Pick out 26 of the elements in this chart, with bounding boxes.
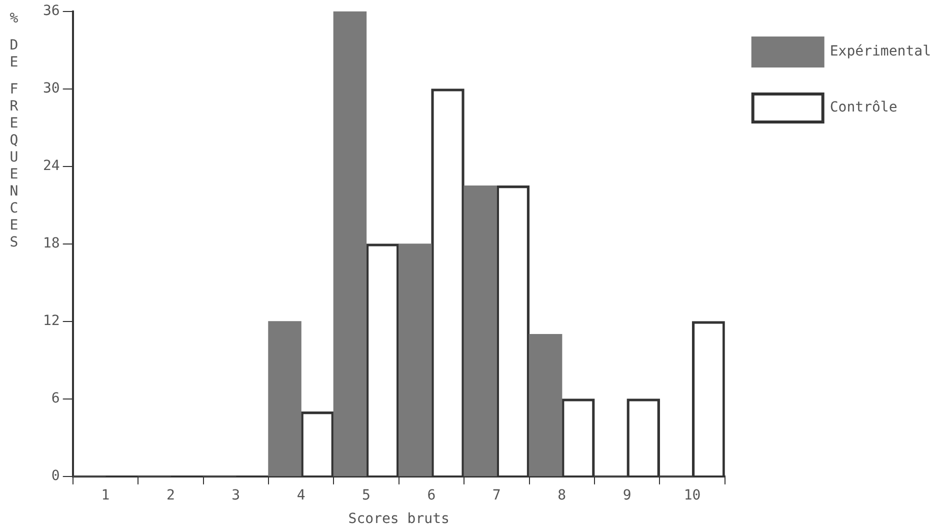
- x-tick-label: 9: [622, 487, 632, 504]
- x-tick-label: 10: [684, 487, 701, 504]
- x-tick-label: 4: [296, 487, 306, 504]
- x-axis-title: Scores bruts: [348, 511, 450, 528]
- y-tick-label: 30: [43, 80, 60, 97]
- x-tick-label: 7: [492, 487, 501, 504]
- x-tick-label: 8: [558, 487, 566, 504]
- bar: [464, 185, 497, 476]
- bar: [268, 321, 302, 476]
- y-tick-label: 0: [51, 468, 60, 484]
- y-tick-label: 24: [43, 158, 60, 174]
- legend-label: Expérimental: [830, 44, 932, 60]
- y-tick-label: 12: [43, 313, 60, 330]
- y-tick-label: 36: [43, 3, 60, 20]
- y-tick-label: 18: [43, 236, 60, 252]
- x-tick-label: 1: [101, 487, 110, 504]
- y-tick-label: 6: [51, 390, 60, 407]
- text: % DE FREQUENCES: [10, 10, 18, 251]
- bar: [528, 334, 562, 476]
- legend-label: Contrôle: [830, 100, 898, 116]
- x-tick-label: 6: [427, 487, 436, 504]
- bar: [333, 11, 367, 476]
- x-tick-label: 3: [232, 487, 240, 504]
- x-tick-label: 5: [362, 487, 370, 504]
- x-tick-label: 2: [166, 487, 175, 504]
- bar: [398, 244, 432, 476]
